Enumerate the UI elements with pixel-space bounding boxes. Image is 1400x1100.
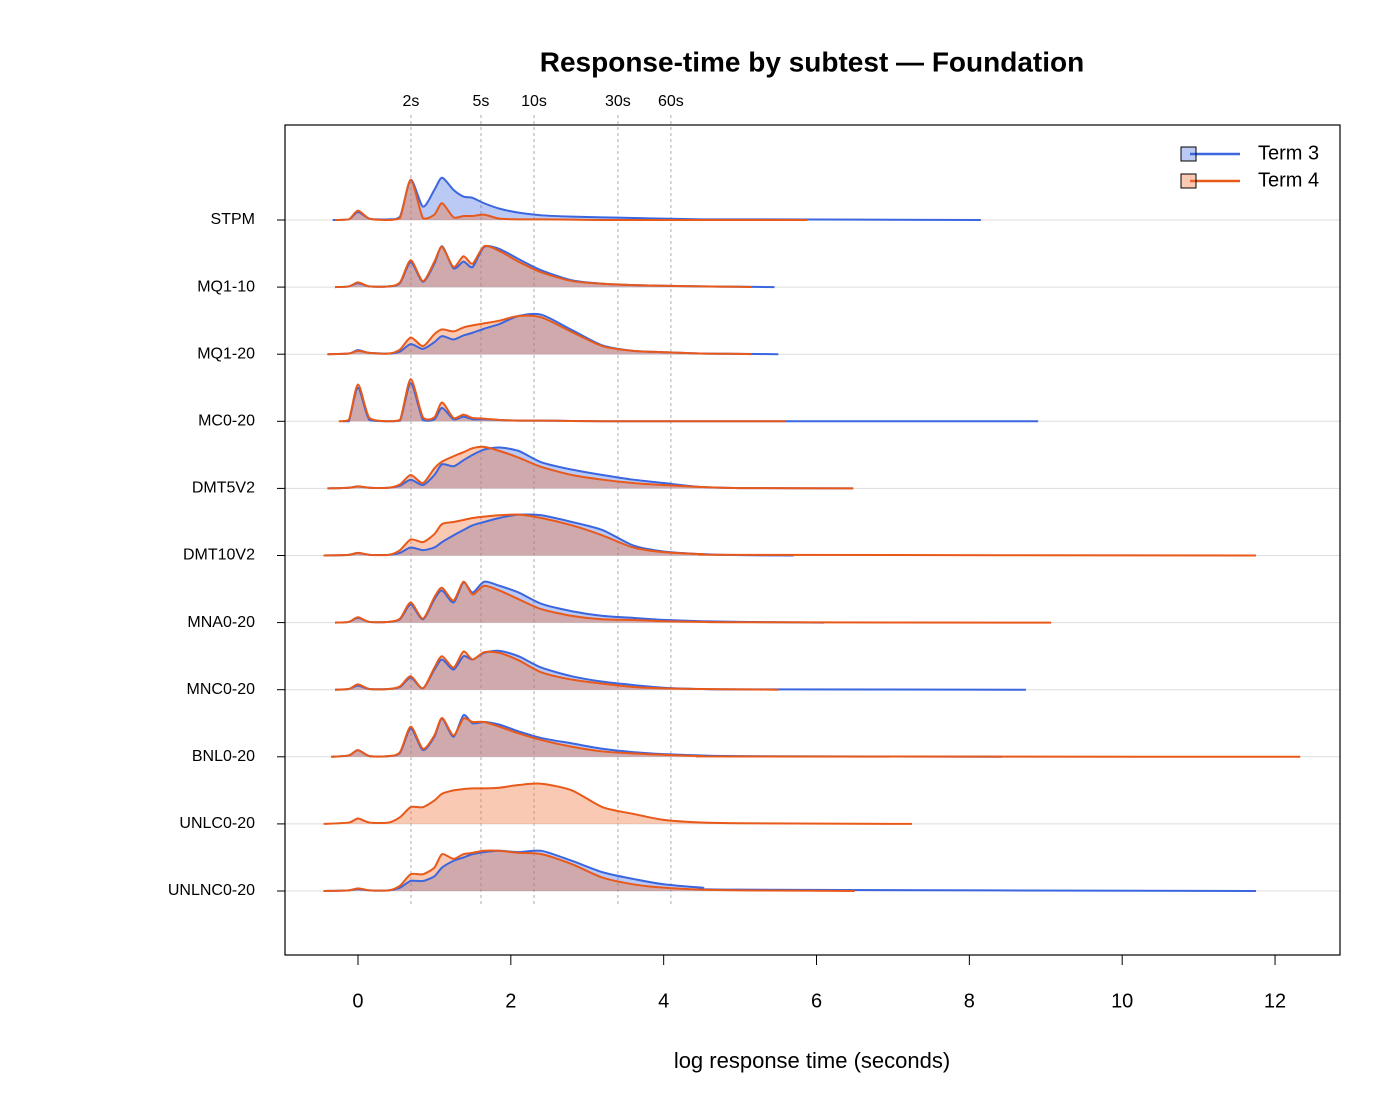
y-tick-label: UNLC0-20	[179, 815, 255, 832]
y-tick-label: UNLNC0-20	[168, 882, 255, 899]
density-line	[338, 378, 786, 423]
density-area	[323, 514, 794, 556]
density-area	[327, 447, 854, 489]
legend-swatch	[1180, 146, 1197, 162]
density-area	[335, 245, 752, 288]
x-tick-label: 4	[658, 990, 669, 1012]
density-area	[335, 581, 1052, 623]
density-area	[323, 850, 1256, 891]
x-tick-label: 12	[1264, 990, 1286, 1012]
legend-label: Term 4	[1258, 169, 1319, 191]
density-area	[323, 514, 1256, 556]
density-line	[335, 650, 779, 691]
density-line	[327, 445, 854, 490]
y-tick-label: BNL0-20	[192, 748, 255, 765]
density-line	[323, 782, 913, 825]
x-tick-label: 0	[352, 990, 363, 1012]
x-tick-label: 8	[964, 990, 975, 1012]
x-tick-label: 6	[811, 990, 822, 1012]
chart-title: Response-time by subtest — Foundation	[540, 46, 1084, 77]
density-line	[335, 178, 808, 222]
y-tick-label: MC0-20	[198, 413, 255, 430]
y-tick-label: MNA0-20	[187, 614, 255, 631]
y-tick-label: STPM	[211, 211, 255, 228]
top-tick-label: 10s	[521, 93, 547, 110]
legend-swatch	[1180, 173, 1197, 189]
x-axis-label: log response time (seconds)	[674, 1048, 950, 1073]
y-tick-label: DMT5V2	[192, 480, 255, 497]
top-tick-label: 30s	[605, 93, 631, 110]
density-line	[331, 716, 1301, 758]
legend-label: Term 3	[1258, 142, 1319, 164]
density-line	[327, 314, 752, 356]
top-tick-label: 60s	[658, 93, 684, 110]
density-area	[327, 315, 752, 355]
top-tick-label: 5s	[472, 93, 489, 110]
density-area	[335, 246, 775, 288]
density-area	[323, 783, 913, 824]
density-area	[327, 313, 779, 355]
y-tick-label: MQ1-20	[197, 345, 255, 362]
plot-frame	[284, 124, 1341, 956]
y-tick-label: MQ1-10	[197, 278, 255, 295]
density-area	[332, 177, 981, 220]
density-area	[327, 446, 854, 489]
density-area	[335, 650, 1026, 690]
x-tick-label: 2	[505, 990, 516, 1012]
density-line	[323, 849, 855, 892]
y-tick-label: MNC0-20	[187, 681, 256, 698]
top-tick-label: 2s	[402, 93, 419, 110]
density-line	[335, 244, 752, 289]
density-area	[335, 179, 808, 220]
x-tick-label: 10	[1111, 990, 1133, 1012]
density-line	[323, 513, 1256, 557]
density-area	[335, 581, 825, 623]
y-tick-label: DMT10V2	[183, 547, 255, 564]
density-line	[335, 580, 1052, 624]
